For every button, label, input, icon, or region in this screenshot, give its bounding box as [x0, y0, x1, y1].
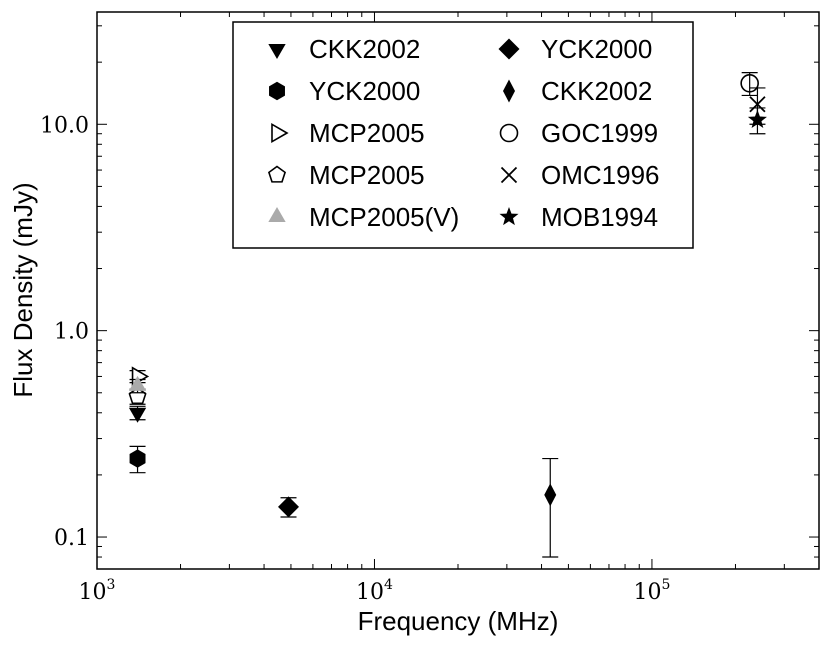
data-point-1 — [129, 449, 146, 468]
y-tick-label: 0.1 — [54, 526, 89, 551]
data-point-8 — [749, 96, 766, 113]
x-axis-label: Frequency (MHz) — [358, 606, 559, 636]
x-tick-label: 105 — [633, 577, 670, 605]
legend-label: YCK2000 — [541, 34, 652, 64]
data-point-9 — [747, 109, 767, 128]
x-tick-label: 104 — [356, 577, 393, 605]
legend-marker — [503, 79, 515, 103]
legend-label: GOC1999 — [541, 118, 658, 148]
legend-marker — [500, 166, 518, 184]
legend-label: CKK2002 — [309, 34, 420, 64]
x-tick-label: 103 — [79, 577, 116, 605]
data-point-5 — [278, 496, 300, 518]
legend-marker — [267, 165, 287, 183]
data-marks — [128, 72, 767, 558]
data-point-7 — [740, 73, 759, 93]
legend-label: MOB1994 — [541, 202, 658, 232]
data-point-6 — [544, 483, 557, 507]
legend: CKK2002 YCK2000 MCP2005 MCP2005 MCP2005(V) YC… — [232, 21, 694, 249]
legend-marker — [499, 123, 519, 143]
legend-marker — [271, 122, 289, 144]
legend-marker — [269, 81, 285, 101]
y-tick-label: 10.0 — [40, 113, 89, 138]
legend-box — [232, 21, 694, 249]
axis-ticks: 103 104 105 0.1 1.0 10.0 — [40, 12, 820, 605]
legend-label: MCP2005 — [309, 160, 425, 190]
legend-label: OMC1996 — [541, 160, 660, 190]
legend-marker — [268, 44, 286, 59]
data-point-0 — [128, 407, 147, 423]
legend-label: CKK2002 — [541, 76, 652, 106]
y-tick-label: 1.0 — [54, 320, 89, 345]
legend-marker — [498, 38, 520, 60]
y-axis-label: Flux Density (mJy) — [8, 182, 38, 397]
legend-marker — [268, 207, 286, 222]
legend-label: YCK2000 — [309, 76, 420, 106]
legend-marker — [499, 207, 519, 226]
data-point-4 — [128, 375, 147, 391]
legend-label: MCP2005(V) — [309, 202, 459, 232]
legend-label: MCP2005 — [309, 118, 425, 148]
